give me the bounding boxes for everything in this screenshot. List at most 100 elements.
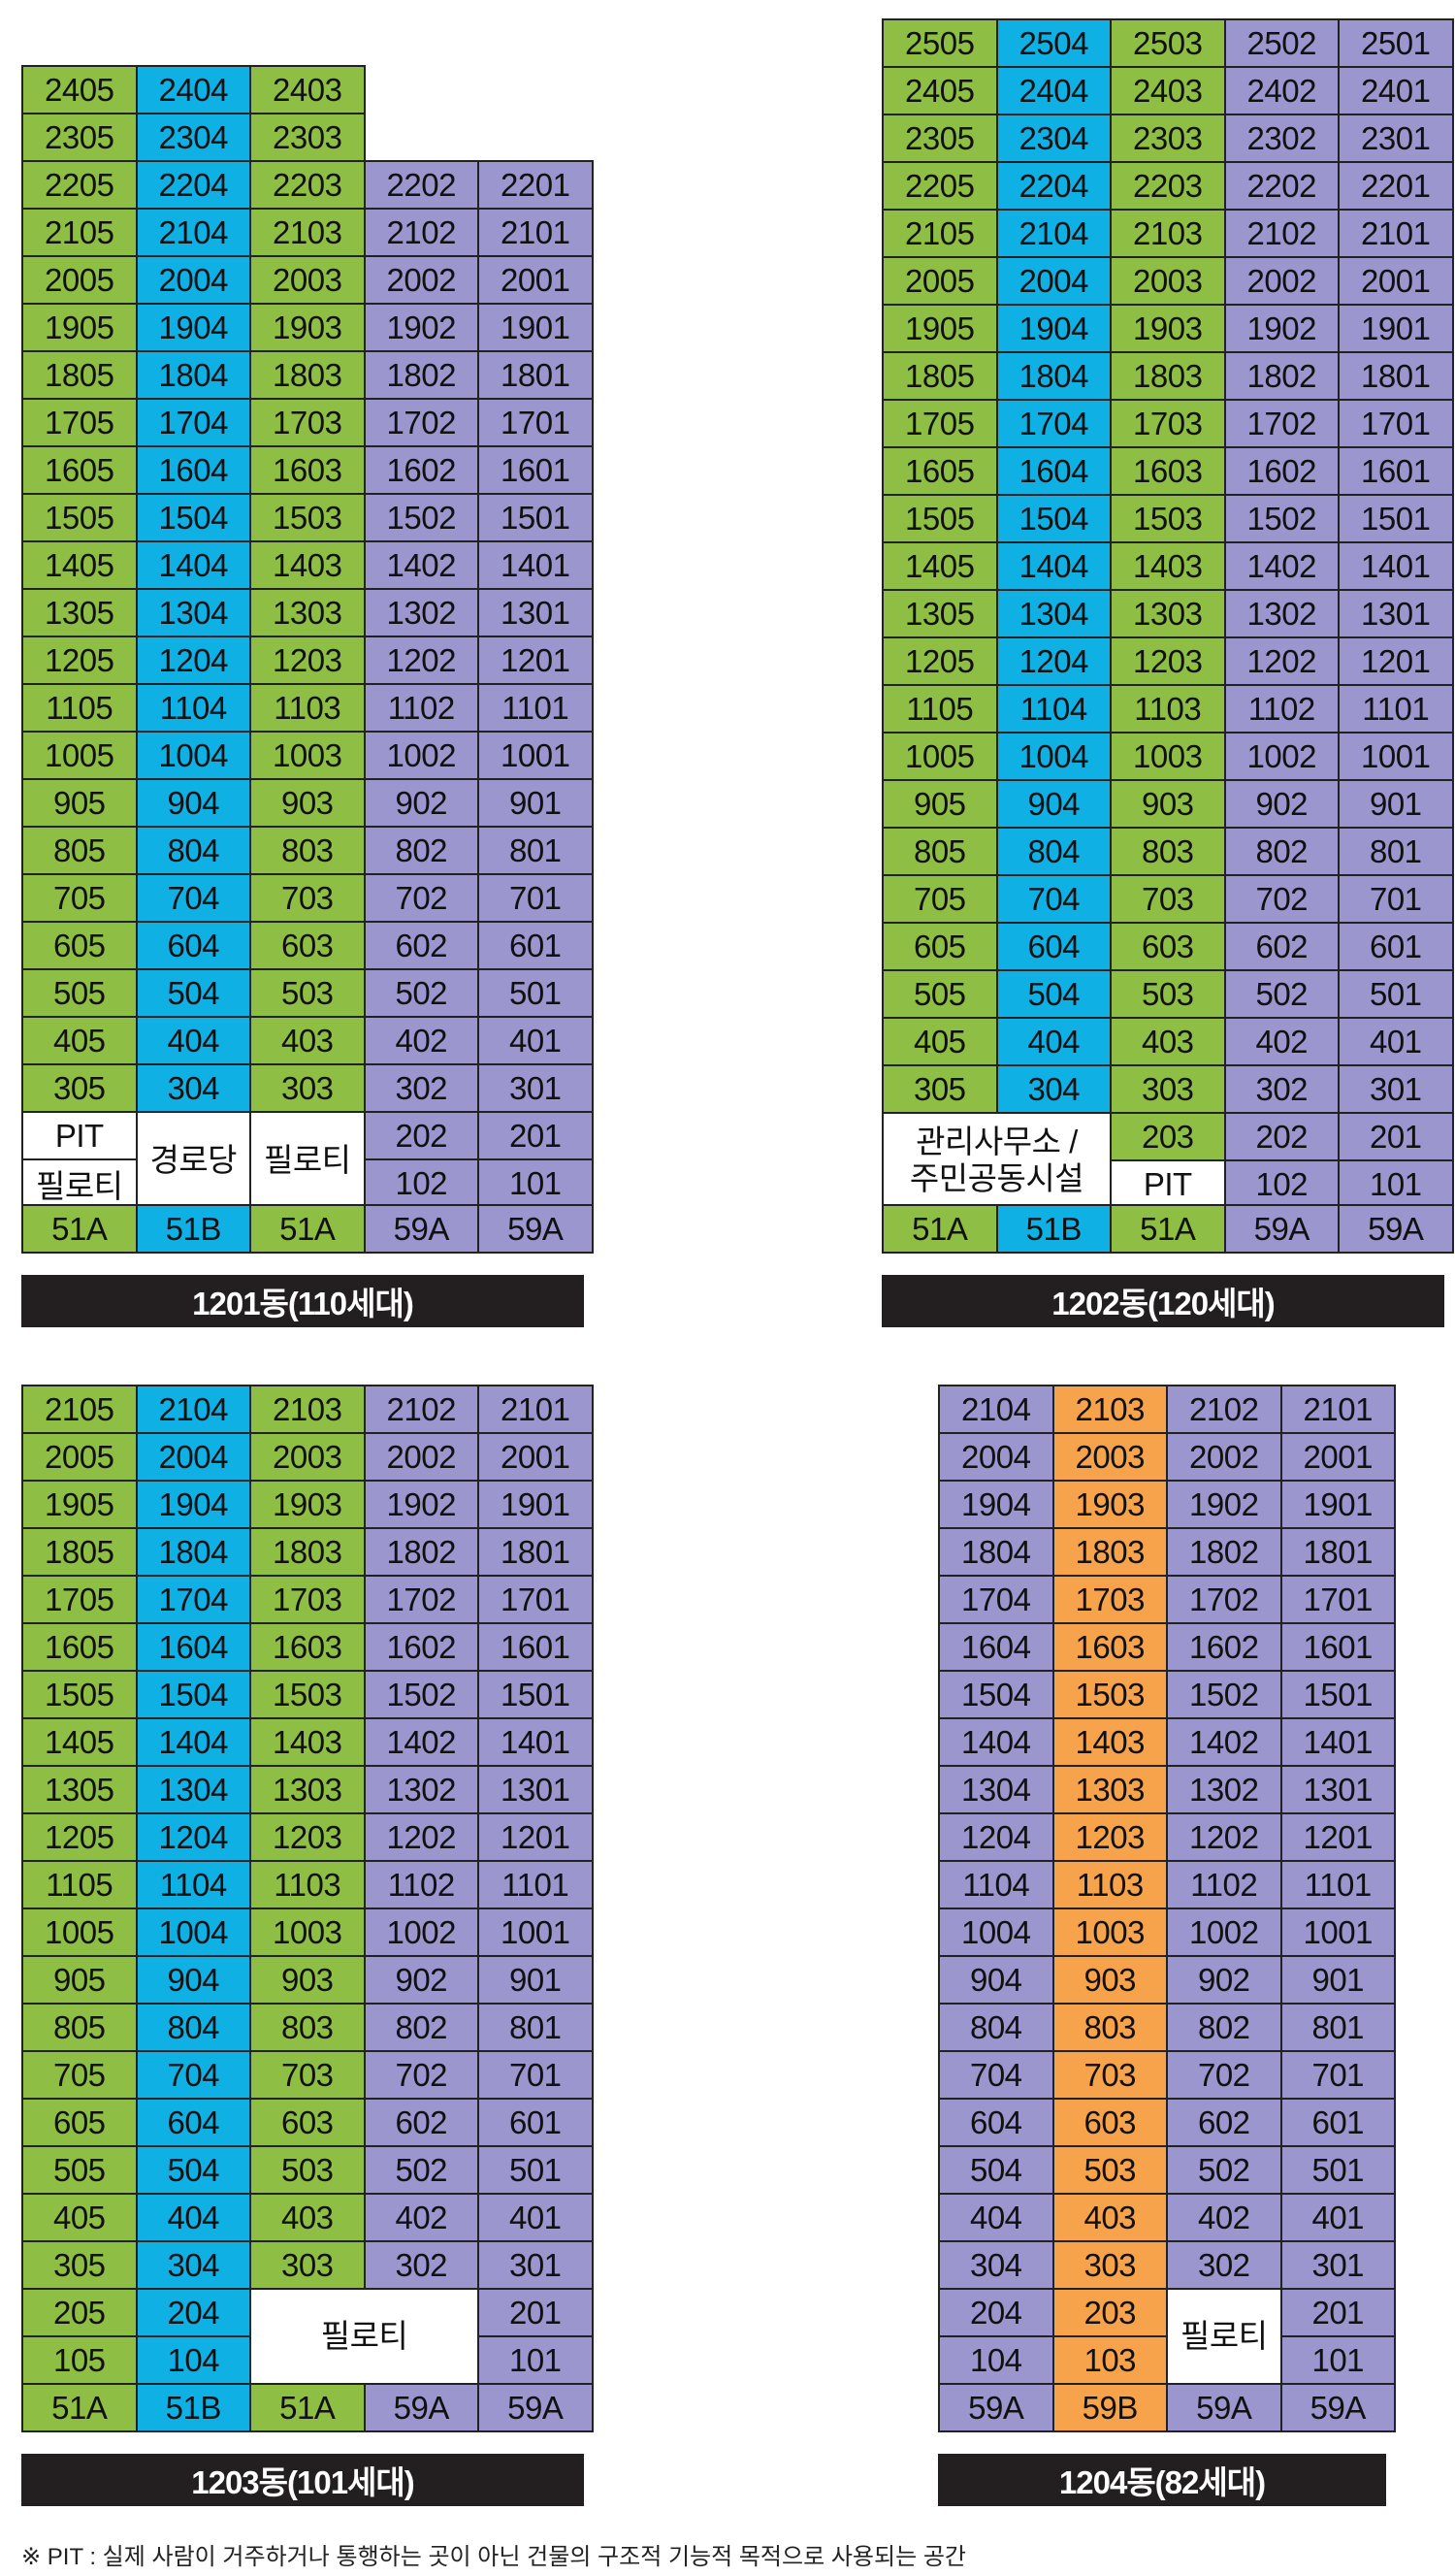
- unit-cell: 2105: [882, 209, 998, 258]
- unit-cell: 1901: [477, 303, 594, 352]
- unit-cell: 502: [1166, 2145, 1282, 2195]
- unit-cell: 1704: [135, 1575, 251, 1624]
- unit-cell: 1904: [135, 303, 251, 352]
- floor-row: 505 504 503 502 501: [882, 969, 1454, 1019]
- unit-cell: 601: [1279, 2098, 1396, 2147]
- floor-row: 1004 1003 1002 1001: [938, 1908, 1396, 1957]
- unit-cell: 1701: [477, 1575, 594, 1624]
- unit-cell: 1705: [21, 398, 138, 447]
- unit-cell: 2303: [1110, 114, 1226, 163]
- unit-cell: 402: [363, 1016, 479, 1065]
- unit-cell: 1502: [363, 493, 479, 542]
- unit-cell: 803: [249, 826, 366, 875]
- unit-cell: 1501: [1279, 1670, 1396, 1719]
- unit-cell: 1401: [477, 540, 594, 590]
- unit-cell: 1601: [1279, 1622, 1396, 1672]
- unit-cell: 902: [363, 1955, 479, 2005]
- unit-cell: 504: [995, 969, 1112, 1019]
- unit-type-cell: 59A: [1166, 2383, 1282, 2432]
- unit-cell: 1002: [1166, 1908, 1282, 1957]
- unit-cell: 503: [1051, 2145, 1168, 2195]
- unit-cell: 603: [249, 921, 366, 970]
- unit-cell: 802: [363, 826, 479, 875]
- unit-cell: 402: [363, 2193, 479, 2242]
- unit-cell: 605: [882, 922, 998, 971]
- unit-type-row-1204: 59A 59B 59A 59A: [938, 2383, 1396, 2432]
- unit-type-cell: 51A: [21, 1204, 138, 1254]
- floor-row: 305 304 303 302 301: [21, 2240, 594, 2290]
- unit-type-cell: 59A: [477, 1204, 594, 1254]
- floor-row: 305 304 303 302 301: [21, 1063, 594, 1113]
- unit-cell: 2101: [477, 208, 594, 257]
- floor-row: 1105 1104 1103 1102 1101: [21, 683, 594, 733]
- floor-row: 905 904 903 902 901: [21, 1955, 594, 2005]
- unit-cell: 2501: [1338, 18, 1454, 68]
- unit-cell: 1601: [477, 1622, 594, 1672]
- unit-cell: 1502: [1166, 1670, 1282, 1719]
- unit-cell: 1602: [1223, 446, 1340, 496]
- floor-row: 2205 2204 2203 2202 2201: [882, 161, 1454, 211]
- empty-cell: [478, 114, 593, 161]
- unit-cell: 1501: [1338, 494, 1454, 543]
- floor-row: 1405 1404 1403 1402 1401: [21, 540, 594, 590]
- building-caption: 1204동(82세대): [938, 2454, 1386, 2506]
- floor-row: 1905 1904 1903 1902 1901: [21, 303, 594, 352]
- unit-cell: 1103: [249, 683, 366, 733]
- unit-cell: 505: [21, 968, 138, 1018]
- unit-cell: 404: [938, 2193, 1054, 2242]
- unit-cell: 1405: [21, 540, 138, 590]
- unit-cell: 801: [477, 826, 594, 875]
- unit-cell: 2404: [995, 66, 1112, 115]
- unit-cell: 2103: [249, 1385, 366, 1434]
- unit-cell: 1103: [1110, 684, 1226, 734]
- floor-row: 904 903 902 901: [938, 1955, 1396, 2005]
- unit-cell: 904: [995, 779, 1112, 829]
- unit-cell: 302: [363, 1063, 479, 1113]
- floor-row: 2305 2304 2303 2302 2301: [882, 114, 1454, 163]
- unit-type-cell: 59A: [363, 2383, 479, 2432]
- building-caption: 1201동(110세대): [21, 1275, 584, 1327]
- unit-cell: 1705: [21, 1575, 138, 1624]
- unit-cell: 301: [1338, 1064, 1454, 1114]
- unit-cell: 404: [995, 1017, 1112, 1066]
- unit-cell: 1203: [249, 1812, 366, 1862]
- unit-cell: 1104: [995, 684, 1112, 734]
- unit-cell: 701: [1279, 2050, 1396, 2100]
- floor-row: 1805 1804 1803 1802 1801: [21, 350, 594, 400]
- unit-type-cell: 51A: [249, 2383, 366, 2432]
- unit-cell: 1304: [995, 589, 1112, 638]
- unit-cell: 504: [135, 2145, 251, 2195]
- unit-cell: 401: [477, 2193, 594, 2242]
- unit-cell: 903: [249, 1955, 366, 2005]
- unit-cell: 1903: [1110, 304, 1226, 353]
- unit-cell: 1004: [135, 731, 251, 780]
- floor-row: 804 803 802 801: [938, 2003, 1396, 2052]
- unit-cell: 1904: [995, 304, 1112, 353]
- unit-cell: 604: [938, 2098, 1054, 2147]
- pit-footnote: ※ PIT : 실제 사람이 거주하거나 통행하는 곳이 아닌 건물의 구조적 …: [21, 2544, 966, 2570]
- unit-cell: 502: [363, 968, 479, 1018]
- building-caption: 1203동(101세대): [21, 2454, 584, 2506]
- unit-cell: 201: [1279, 2288, 1396, 2337]
- unit-cell: 2204: [995, 161, 1112, 211]
- unit-cell: 1702: [363, 398, 479, 447]
- unit-cell: 1602: [363, 445, 479, 495]
- floor-row: 2205 2204 2203 2202 2201: [21, 160, 594, 210]
- unit-cell: 1403: [1110, 541, 1226, 591]
- unit-type-cell: 51B: [135, 2383, 251, 2432]
- unit-type-cell: 59A: [938, 2383, 1054, 2432]
- unit-cell: 1803: [249, 350, 366, 400]
- floor-row: 304 303 302 301: [938, 2240, 1396, 2290]
- unit-cell: 402: [1166, 2193, 1282, 2242]
- unit-cell: 304: [135, 2240, 251, 2290]
- floor-row: 104 103 101: [938, 2335, 1396, 2385]
- unit-cell: 301: [477, 2240, 594, 2290]
- unit-cell: 604: [135, 2098, 251, 2147]
- unit-cell: 1205: [21, 636, 138, 685]
- floor-row: PIT 102 101: [883, 1159, 1454, 1209]
- unit-cell: 1103: [249, 1860, 366, 1909]
- unit-cell: 704: [135, 873, 251, 923]
- unit-cell: 1705: [882, 399, 998, 448]
- unit-cell: 1502: [1223, 494, 1340, 543]
- floor-row: 1005 1004 1003 1002 1001: [21, 731, 594, 780]
